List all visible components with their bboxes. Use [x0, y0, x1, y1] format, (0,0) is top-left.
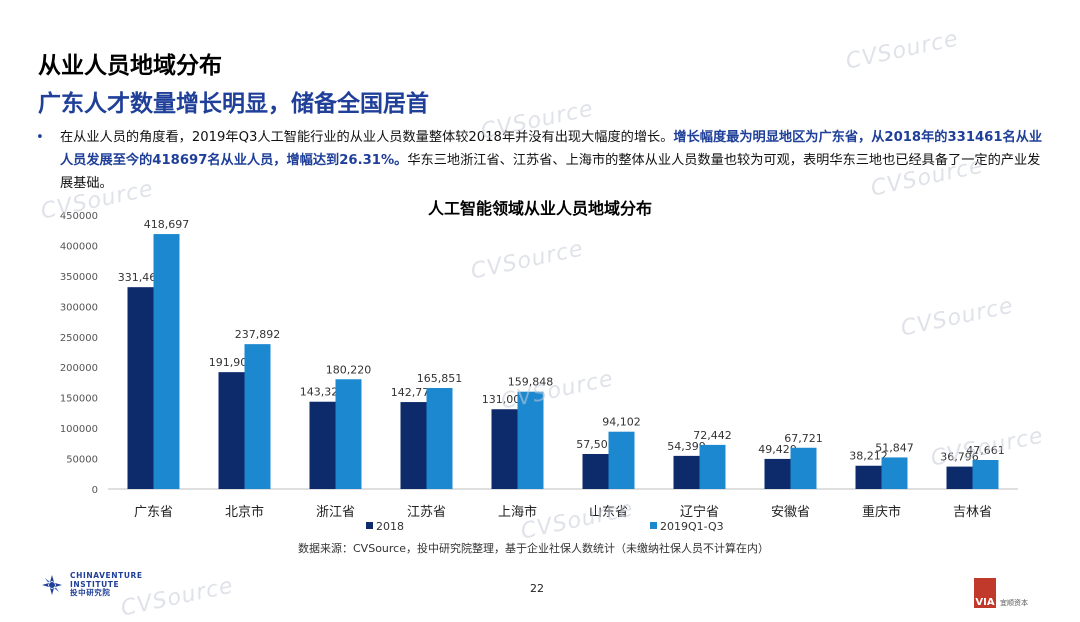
data-label: 94,102	[602, 416, 641, 429]
data-label: 159,848	[508, 376, 554, 389]
source-note: 数据来源：CVSource，投中研究院整理，基于企业社保人数统计（未缴纳社保人员…	[298, 542, 769, 555]
bar-2018	[400, 402, 427, 489]
data-label: 36,796	[940, 451, 979, 464]
data-label: 331,461	[118, 271, 164, 284]
data-label: 38,212	[849, 450, 888, 463]
bar-2019q1-q3	[517, 391, 544, 489]
bar-2019q1-q3	[881, 457, 908, 489]
y-tick-label: 300000	[60, 302, 98, 313]
data-label: 131,008	[482, 393, 528, 406]
bar-2019q1-q3	[244, 344, 271, 489]
y-tick-label: 0	[92, 485, 98, 496]
headline: 广东人才数量增长明显，储备全国居首	[38, 91, 429, 117]
summary-bullet: • 在从业人员的角度看，2019年Q3人工智能行业的从业人员数量整体较2018年…	[36, 126, 1046, 195]
page-number: 22	[530, 582, 544, 595]
x-tick-label: 重庆市	[862, 504, 901, 520]
bar-2019q1-q3	[608, 431, 635, 489]
data-label: 180,220	[326, 363, 372, 376]
via-logo: VIA 宜顺资本	[974, 578, 1028, 608]
bullet-marker: •	[36, 130, 44, 145]
x-tick-label: 北京市	[225, 504, 264, 520]
data-label: 54,399	[667, 440, 706, 453]
y-tick-label: 250000	[60, 333, 98, 344]
bar-chart: 0 50000 100000 150000 200000 250000 300000 3500…	[60, 211, 1018, 533]
data-label: 72,442	[693, 429, 732, 442]
bar-2018	[582, 453, 609, 489]
data-label: 51,847	[875, 441, 914, 454]
bar-2018	[491, 409, 518, 489]
data-label: 49,420	[758, 443, 797, 456]
bullet-text-part: 华东三地浙江省、江苏省、上海市的整体从业人员数量也较为可观，表明华东三地也已经具…	[60, 153, 1041, 191]
legend-swatch	[366, 522, 373, 529]
y-tick-label: 400000	[60, 241, 98, 252]
bar-2019q1-q3	[972, 459, 999, 489]
bar-2019q1-q3	[426, 388, 453, 489]
y-tick-label: 350000	[60, 272, 98, 283]
data-label: 57,502	[576, 438, 615, 451]
y-tick-label: 200000	[60, 363, 98, 374]
x-tick-label: 江苏省	[407, 504, 446, 520]
data-label: 418,697	[144, 218, 190, 231]
logo-line: 投中研究院	[70, 588, 111, 597]
bar-2018	[946, 466, 973, 489]
bar-2018	[764, 458, 791, 489]
chinaventure-logo: CHINAVENTURE INSTITUTE 投中研究院	[40, 571, 143, 598]
y-tick-label: 50000	[66, 455, 98, 466]
bar-2019q1-q3	[790, 447, 817, 489]
y-tick-label: 150000	[60, 394, 98, 405]
data-label: 237,892	[235, 328, 281, 341]
x-tick-label: 上海市	[498, 504, 537, 520]
data-label: 67,721	[784, 432, 823, 445]
data-label: 47,661	[966, 444, 1005, 457]
x-tick-label: 广东省	[134, 505, 173, 520]
bar-2018	[855, 465, 882, 489]
logo-line: INSTITUTE	[70, 579, 120, 589]
chinaventure-mark-icon	[42, 574, 62, 595]
data-label: 142,778	[391, 386, 437, 399]
bar-2018	[127, 287, 154, 489]
x-tick-label: 浙江省	[316, 505, 355, 520]
via-logo-cn: 宜顺资本	[1000, 599, 1028, 607]
bar-2018	[309, 401, 336, 489]
bullet-text: 在从业人员的角度看，2019年Q3人工智能行业的从业人员数量整体较2018年并没…	[60, 126, 1046, 195]
legend-label: 2018	[376, 520, 404, 533]
logo-line: CHINAVENTURE	[70, 571, 143, 580]
via-logo-mark: VIA	[974, 578, 996, 608]
bar-2019q1-q3	[699, 444, 726, 489]
x-tick-label: 辽宁省	[680, 504, 719, 520]
bullet-text-highlight: 增长幅度最为明显地区为广东省，从2018年的331461名从业人员发展至今的41…	[60, 130, 1043, 168]
legend-label: 2019Q1-Q3	[660, 520, 724, 533]
data-label: 143,328	[300, 386, 346, 399]
data-label: 191,906	[209, 356, 255, 369]
bar-2019q1-q3	[153, 234, 180, 489]
x-tick-label: 吉林省	[953, 505, 992, 520]
x-tick-label: 安徽省	[771, 505, 810, 520]
bar-2018	[673, 455, 700, 489]
y-tick-label: 100000	[60, 424, 98, 435]
bullet-text-part: 在从业人员的角度看，2019年Q3人工智能行业的从业人员数量整体较2018年并没…	[60, 130, 674, 145]
bar-2019q1-q3	[335, 379, 362, 489]
y-tick-label: 450000	[60, 211, 98, 222]
data-label: 165,851	[417, 372, 463, 385]
section-title: 从业人员地域分布	[38, 53, 222, 79]
bar-2018	[218, 372, 245, 489]
legend-swatch	[650, 522, 657, 529]
x-tick-label: 山东省	[589, 505, 628, 520]
chart-title: 人工智能领域从业人员地域分布	[427, 199, 652, 218]
